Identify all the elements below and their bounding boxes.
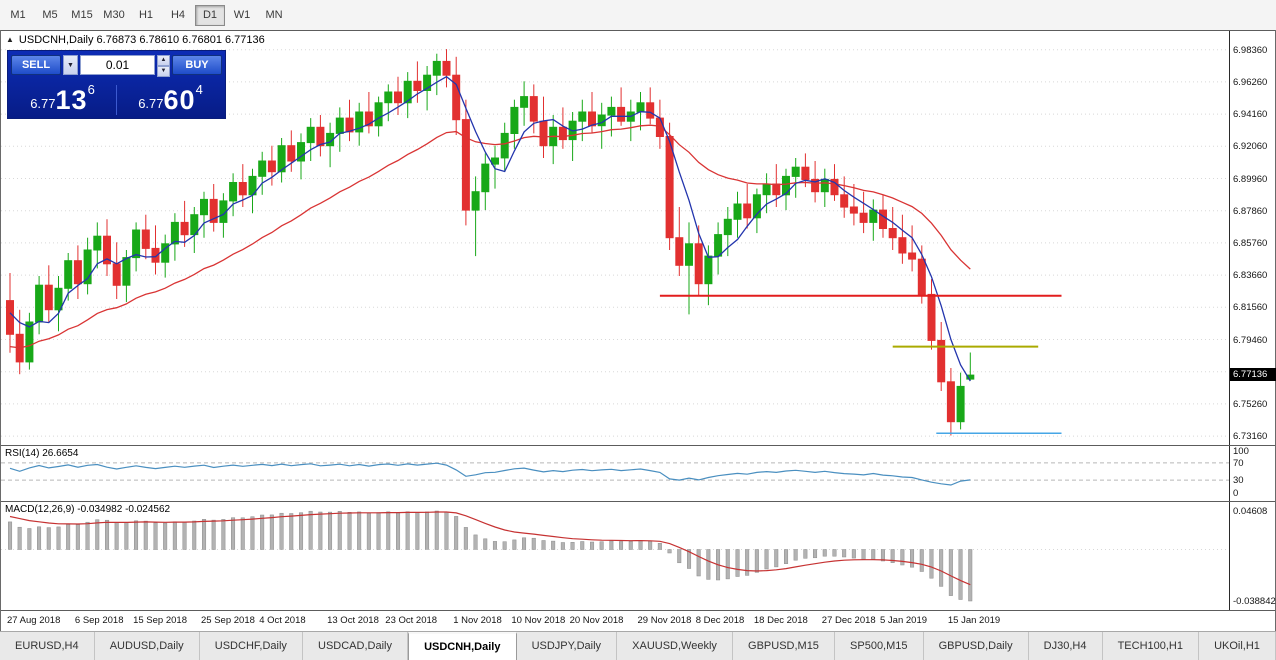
date-axis-label: 5 Jan 2019: [880, 615, 928, 626]
macd-scale-max: 0.04608: [1233, 506, 1268, 517]
lot-dropdown-icon[interactable]: ▼: [63, 55, 78, 75]
chart-tab-gbpusd[interactable]: GBPUSD,Daily: [923, 632, 1029, 660]
current-price-tag: 6.77136: [1230, 368, 1276, 382]
timeframe-button-m5[interactable]: M5: [35, 5, 65, 26]
price-divider: [116, 85, 117, 115]
rsi-plot[interactable]: RSI(14) 26.6654: [1, 446, 1229, 501]
one-click-trading-toggle-icon[interactable]: ▲: [6, 35, 14, 44]
trade-prices-row: 6.77 13 6 6.77 60 4: [11, 79, 222, 115]
chart-tab-sp500[interactable]: SP500,M15: [834, 632, 924, 660]
price-axis-label: 6.98360: [1233, 44, 1268, 56]
date-axis-label: 15 Jan 2019: [947, 615, 1001, 626]
timeframe-button-m1[interactable]: M1: [3, 5, 33, 26]
buy-price-big: 60: [163, 85, 196, 115]
chart-tab-usdchf[interactable]: USDCHF,Daily: [199, 632, 303, 660]
macd-scale-min: -0.038842: [1233, 596, 1276, 607]
chart-tab-usdcnh[interactable]: USDCNH,Daily: [408, 632, 517, 660]
rsi-axis-label: 0: [1233, 488, 1239, 499]
date-axis-label: 10 Nov 2018: [511, 615, 566, 626]
timeframe-button-mn[interactable]: MN: [259, 5, 289, 26]
timeframe-button-h1[interactable]: H1: [131, 5, 161, 26]
buy-price[interactable]: 6.77 60 4: [119, 82, 222, 115]
macd-indicator-chart[interactable]: [1, 502, 1229, 610]
price-axis-label: 6.75260: [1233, 398, 1268, 410]
timeframe-button-m30[interactable]: M30: [99, 5, 129, 26]
sell-price-big: 13: [55, 85, 88, 115]
price-axis-label: 6.89960: [1233, 173, 1268, 185]
time-axis[interactable]: 27 Aug 2018 6 Sep 2018 15 Sep 2018 25 Sep 2…: [1, 610, 1275, 631]
lot-stepper[interactable]: ▲ ▼: [157, 55, 170, 77]
date-axis-label: 1 Nov 2018: [453, 615, 502, 626]
macd-plot[interactable]: MACD(12,26,9) -0.034982 -0.024562: [1, 502, 1229, 610]
rsi-axis-label: 100: [1233, 446, 1249, 457]
chart-tab-usdjpy[interactable]: USDJPY,Daily: [516, 632, 618, 660]
date-axis-label: 6 Sep 2018: [74, 615, 124, 626]
sell-price-sup: 6: [87, 82, 95, 97]
sell-price-small: 6.77: [30, 96, 56, 111]
date-axis-label: 13 Oct 2018: [327, 615, 379, 626]
price-chart-panel: ▲ USDCNH,Daily 6.76873 6.78610 6.76801 6…: [1, 30, 1276, 445]
lot-down-icon[interactable]: ▼: [157, 66, 170, 77]
price-axis-label: 6.92060: [1233, 141, 1268, 153]
chart-ohlc-label: USDCNH,Daily 6.76873 6.78610 6.76801 6.7…: [18, 34, 265, 46]
rsi-panel: RSI(14) 26.6654 100 70 30 0: [1, 445, 1275, 501]
macd-axis[interactable]: 0.04608 -0.038842: [1229, 502, 1276, 610]
date-axis-label: 20 Nov 2018: [569, 615, 624, 626]
chart-header: ▲ USDCNH,Daily 6.76873 6.78610 6.76801 6…: [6, 34, 265, 46]
lot-up-icon[interactable]: ▲: [157, 55, 170, 66]
price-axis-label: 6.85760: [1233, 237, 1268, 249]
timeframe-button-d1[interactable]: D1: [195, 4, 225, 26]
chart-tab-tech100[interactable]: TECH100,H1: [1102, 632, 1200, 660]
price-axis-label: 6.83660: [1233, 270, 1268, 282]
chart-tab-eurusd[interactable]: EURUSD,H4: [0, 632, 95, 660]
rsi-indicator-chart[interactable]: [1, 446, 1229, 501]
rsi-axis[interactable]: 100 70 30 0: [1229, 446, 1275, 501]
price-axis-label: 6.87860: [1233, 205, 1268, 217]
sell-price[interactable]: 6.77 13 6: [11, 82, 114, 115]
chart-tab-dj30[interactable]: DJ30,H4: [1028, 632, 1103, 660]
price-axis-label: 6.81560: [1233, 302, 1268, 314]
chart-tab-ukoil[interactable]: UKOil,H1: [1199, 632, 1276, 660]
timeframe-button-m15[interactable]: M15: [67, 5, 97, 26]
macd-panel: MACD(12,26,9) -0.034982 -0.024562 0.0460…: [1, 501, 1276, 610]
date-axis-label: 8 Dec 2018: [695, 615, 745, 626]
buy-price-sup: 4: [195, 82, 203, 97]
date-axis-label: 18 Dec 2018: [753, 615, 808, 626]
macd-label: MACD(12,26,9) -0.034982 -0.024562: [5, 504, 171, 515]
date-axis-label: 27 Dec 2018: [821, 615, 876, 626]
buy-price-small: 6.77: [138, 96, 164, 111]
price-axis-label: 6.96260: [1233, 76, 1268, 88]
date-axis-label: 23 Oct 2018: [385, 615, 438, 626]
date-axis-label: 27 Aug 2018: [7, 615, 61, 626]
timeframe-toolbar: M1 M5 M15 M30 H1 H4 D1 W1 MN: [0, 0, 1276, 30]
timeframe-button-h4[interactable]: H4: [163, 5, 193, 26]
chart-tab-audusd[interactable]: AUDUSD,Daily: [94, 632, 200, 660]
date-axis-label: 25 Sep 2018: [201, 615, 255, 626]
chart-tab-gbpusd[interactable]: GBPUSD,M15: [732, 632, 835, 660]
rsi-label: RSI(14) 26.6654: [5, 448, 79, 459]
chart-tab-usdcad[interactable]: USDCAD,Daily: [302, 632, 409, 660]
timeframe-button-w1[interactable]: W1: [227, 5, 257, 26]
buy-button[interactable]: BUY: [172, 55, 222, 75]
date-axis-label: 4 Oct 2018: [259, 615, 306, 626]
chart-tab-xauusd[interactable]: XAUUSD,Weekly: [617, 632, 733, 660]
chart-window: ▲ USDCNH,Daily 6.76873 6.78610 6.76801 6…: [0, 30, 1276, 631]
date-axis-label: 29 Nov 2018: [637, 615, 692, 626]
candlestick-chart[interactable]: [1, 31, 1229, 445]
sell-button[interactable]: SELL: [11, 55, 61, 75]
rsi-axis-label: 70: [1233, 457, 1244, 469]
price-axis-label: 6.73160: [1233, 431, 1268, 443]
price-axis-label: 6.79460: [1233, 334, 1268, 346]
price-axis-label: 6.94160: [1233, 109, 1268, 121]
lot-size-input[interactable]: [80, 55, 155, 75]
chart-tabs-bar: EURUSD,H4 AUDUSD,Daily USDCHF,Daily USDCAD,…: [0, 631, 1276, 660]
rsi-axis-label: 30: [1233, 475, 1244, 487]
price-chart-plot[interactable]: ▲ USDCNH,Daily 6.76873 6.78610 6.76801 6…: [1, 31, 1229, 445]
price-axis[interactable]: 6.77136 6.98360 6.96260 6.94160 6.92060 6.89…: [1229, 31, 1276, 445]
trade-controls-row: SELL ▼ ▲▼ BUY: [11, 54, 222, 77]
date-axis-label: 15 Sep 2018: [133, 615, 187, 626]
